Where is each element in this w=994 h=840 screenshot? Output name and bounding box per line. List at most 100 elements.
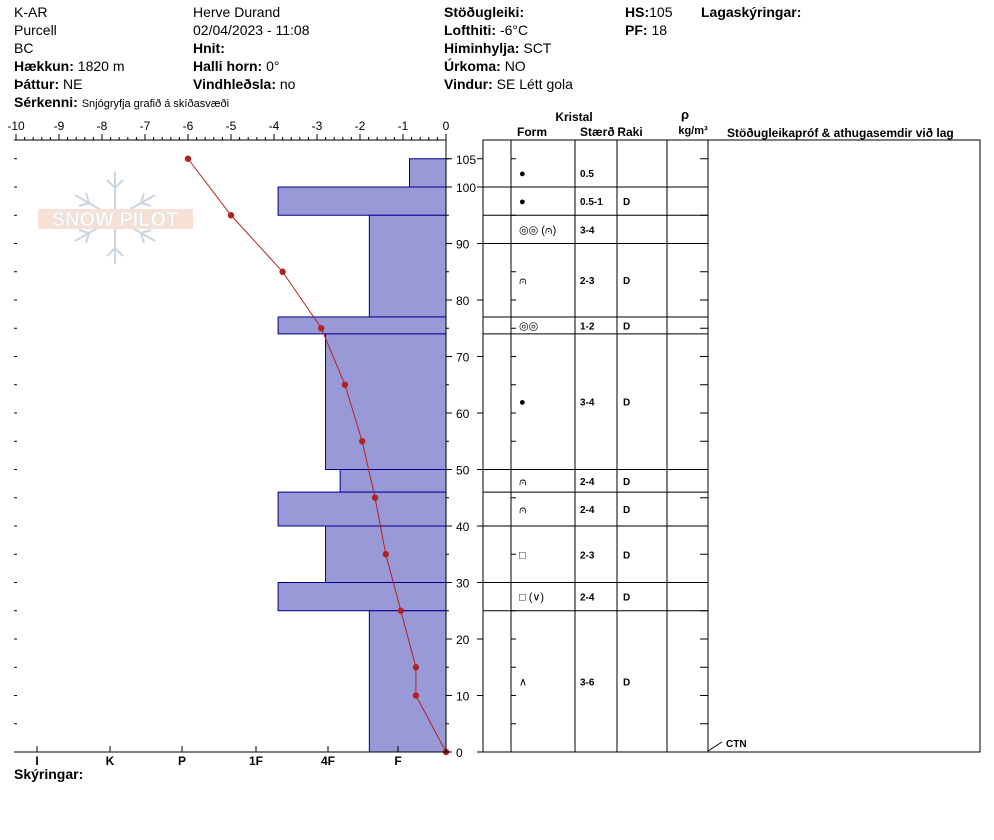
temp-tick-label: -8 (97, 119, 108, 133)
layer-size: 2-3 (580, 276, 595, 287)
temp-tick-label: -10 (7, 119, 25, 133)
temp-tick-label: -9 (54, 119, 65, 133)
hardness-bar-0 (409, 158, 447, 188)
location-line-2: Purcell (14, 22, 57, 38)
layer-size: 2-4 (580, 593, 595, 604)
hardness-tick-label: P (178, 754, 186, 768)
layer-moisture: D (623, 276, 630, 287)
height-tick-label: 60 (456, 407, 470, 421)
temp-tick-label: 0 (443, 119, 450, 133)
layer-moisture: D (623, 505, 630, 516)
height-tick-label: 10 (456, 690, 470, 704)
temperature-point (371, 494, 379, 501)
slope-row: Halli horn: 0° (193, 58, 280, 74)
tests-header: Stöðugleikapróf & athugasemdir við lag (727, 126, 954, 140)
slope-value: 0° (266, 58, 280, 74)
moisture-header: Raki (617, 125, 642, 139)
pf-row: PF: 18 (625, 22, 667, 38)
wind-label: Vindur: (444, 76, 493, 92)
layer-moisture: D (623, 197, 630, 208)
layer-form: ● (519, 397, 526, 409)
height-tick-label: 80 (456, 294, 470, 308)
elevation-row: Hækkun: 1820 m (14, 58, 125, 74)
watermark-text: SNOW PILOT (52, 209, 179, 231)
location-line-3: BC (14, 40, 34, 56)
height-tick-label: 70 (456, 351, 470, 365)
wind-row: Vindur: SE Létt gola (444, 76, 573, 92)
height-tick-label: 40 (456, 520, 470, 534)
ctn-annotation: CTN (726, 739, 747, 750)
elevation-label: Hækkun: (14, 58, 74, 74)
layer-moisture: D (623, 477, 630, 488)
height-tick-label: 20 (456, 633, 470, 647)
hs-row: HS:105 (625, 4, 672, 20)
temp-tick-label: -3 (312, 119, 323, 133)
hardness-bar-6 (277, 491, 447, 527)
layer-size: 2-3 (580, 550, 595, 561)
hardness-bar-1 (277, 186, 447, 216)
layer-notes-label: Lagaskýringar: (701, 4, 802, 20)
hardness-bar-8 (277, 582, 447, 612)
layer-size: 3-6 (580, 677, 595, 688)
hardness-tick-label: I (35, 754, 38, 768)
special-value: Snjógryfja grafið á skíðasvæði (81, 98, 230, 110)
size-header: Stærð (580, 125, 615, 139)
layer-form: ◎◎ (⩀) (519, 224, 556, 236)
axis-ticks: -10 -9 -8 -7 -6 -5 -4 -3 -2 -1 0105100908070605040… (7, 119, 708, 768)
form-header: Form (517, 125, 547, 139)
layer-size: 2-4 (580, 477, 595, 488)
temp-tick-label: -4 (269, 119, 280, 133)
elevation-value: 1820 m (77, 58, 125, 74)
height-tick-label: 100 (456, 181, 476, 195)
temperature-point (358, 438, 366, 445)
pf-value: 18 (651, 22, 668, 38)
height-tick-label: 90 (456, 238, 470, 252)
layer-form: □ (519, 549, 526, 561)
height-tick-label: 30 (456, 577, 470, 591)
height-tick-label: 50 (456, 464, 470, 478)
location-line-1: K-AR (14, 4, 48, 20)
temp-tick-label: -1 (398, 119, 409, 133)
layer-moisture: D (623, 321, 630, 332)
wind-value: SE Létt gola (496, 76, 573, 92)
hardness-tick-label: F (394, 754, 401, 768)
wind-loading-value: no (279, 76, 296, 92)
hardness-tick-label: K (106, 754, 115, 768)
aspect-row: Þáttur: NE (14, 76, 82, 92)
temp-tick-label: -6 (183, 119, 194, 133)
snowpilot-watermark: SNOW PILOT (38, 172, 193, 264)
hardness-bar-4 (325, 333, 447, 470)
temperature-point (412, 692, 420, 699)
hs-label: HS: (625, 4, 650, 20)
height-tick-label: 105 (456, 153, 476, 167)
temperature-point (397, 607, 405, 614)
legend-label: Skýringar: (14, 766, 84, 782)
wind-loading-label: Vindhleðsla: (193, 76, 276, 92)
layer-form: ● (519, 196, 526, 208)
air-temp-label: Lofthiti: (444, 22, 497, 38)
table-frame (482, 139, 981, 753)
temperature-point (227, 212, 235, 219)
special-row: Sérkenni: Snjógryfja grafið á skíðasvæði (14, 94, 229, 112)
temp-tick-label: -5 (226, 119, 237, 133)
temperature-point (341, 381, 349, 388)
hardness-bars (277, 158, 447, 753)
ctn-pointer (707, 741, 723, 752)
layer-moisture: D (623, 398, 630, 409)
hardness-bar-5 (339, 469, 447, 493)
temperature-point (318, 325, 325, 332)
slope-label: Halli horn: (193, 58, 263, 74)
observer-name: Herve Durand (193, 4, 281, 20)
layer-form: ⩀ (519, 275, 527, 287)
height-tick-label: 0 (456, 746, 463, 760)
layer-moisture: D (623, 593, 630, 604)
layer-size: 3-4 (580, 398, 595, 409)
special-label: Sérkenni: (14, 94, 78, 110)
observation-datetime: 02/04/2023 - 11:08 (193, 22, 310, 38)
stability-label: Stöðugleiki: (444, 4, 525, 20)
hardness-bar-2 (368, 214, 447, 318)
hardness-tick-label: 1F (249, 754, 263, 768)
hs-value: 105 (649, 4, 673, 20)
layer-form: ⩀ (519, 504, 527, 516)
